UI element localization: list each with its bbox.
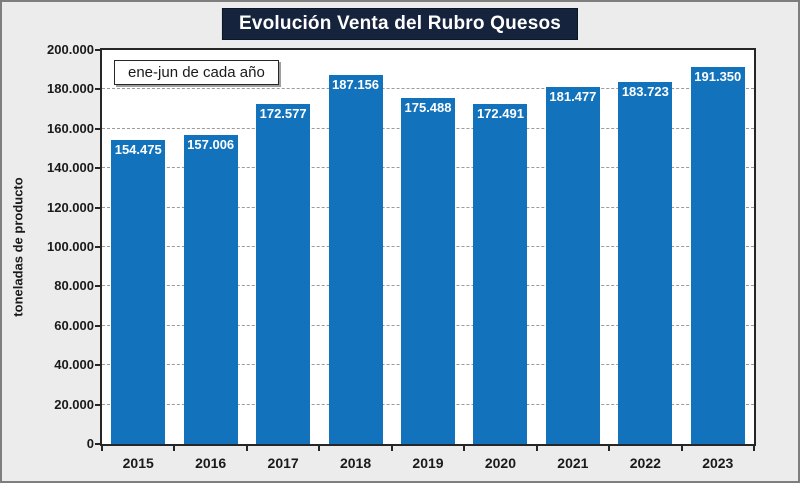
y-tick-mark bbox=[95, 167, 100, 170]
y-tick-mark bbox=[95, 206, 100, 209]
x-tick-label: 2019 bbox=[412, 455, 444, 471]
bar: 157.006 bbox=[183, 134, 238, 444]
y-tick-mark bbox=[95, 88, 100, 91]
x-tick-mark bbox=[535, 446, 538, 451]
x-tick-mark bbox=[173, 446, 176, 451]
x-tick-label: 2016 bbox=[195, 455, 227, 471]
y-tick-label: 0 bbox=[86, 436, 94, 451]
x-tick-label: 2018 bbox=[339, 455, 372, 471]
x-tick-mark bbox=[318, 446, 321, 451]
y-tick-label: 100.000 bbox=[47, 239, 94, 254]
plot-area: 154.475 157.006 172.577 187.156 175.488 172.4… bbox=[100, 48, 756, 446]
x-tick-label: 2023 bbox=[702, 455, 734, 471]
bar-value-label: 191.350 bbox=[694, 69, 742, 85]
y-tick-label: 60.000 bbox=[54, 317, 94, 333]
bar: 172.577 bbox=[256, 104, 311, 444]
y-tick-mark bbox=[95, 127, 100, 130]
x-tick-mark bbox=[101, 446, 103, 451]
x-tick-mark bbox=[390, 446, 393, 451]
x-tick-label: 2021 bbox=[557, 455, 589, 471]
bar-value-label: 154.475 bbox=[114, 141, 162, 157]
y-tick-label: 120.000 bbox=[47, 199, 94, 215]
annotation-box: ene-jun de cada año bbox=[114, 60, 279, 85]
y-tick-mark bbox=[95, 443, 100, 445]
y-gridline bbox=[102, 88, 754, 90]
y-tick-label: 40.000 bbox=[54, 357, 94, 373]
x-tick-label: 2017 bbox=[267, 455, 299, 471]
bar-value-label: 181.477 bbox=[549, 88, 597, 104]
y-tick-label: 180.000 bbox=[47, 81, 94, 97]
y-tick-mark bbox=[95, 246, 100, 248]
y-tick-label: 20.000 bbox=[54, 396, 94, 412]
bar: 172.491 bbox=[473, 104, 528, 444]
bar-value-label: 172.577 bbox=[259, 106, 307, 122]
bar-value-label: 172.491 bbox=[476, 106, 524, 122]
x-tick-label: 2022 bbox=[629, 455, 661, 471]
y-tick-label: 80.000 bbox=[54, 278, 94, 294]
plot-inner: 154.475 157.006 172.577 187.156 175.488 172.4… bbox=[102, 50, 754, 444]
bar: 175.488 bbox=[401, 98, 455, 444]
bar: 191.350 bbox=[690, 67, 745, 444]
bar-value-label: 183.723 bbox=[621, 84, 669, 100]
x-tick-label: 2020 bbox=[484, 455, 517, 471]
bar-value-label: 175.488 bbox=[404, 100, 452, 116]
bar: 181.477 bbox=[545, 86, 600, 444]
x-tick-mark bbox=[463, 446, 466, 451]
bar: 187.156 bbox=[328, 75, 383, 444]
y-tick-mark bbox=[95, 364, 100, 367]
bar: 154.475 bbox=[111, 139, 166, 444]
y-tick-mark bbox=[95, 403, 100, 406]
x-tick-mark bbox=[608, 446, 611, 451]
y-tick-label: 200.000 bbox=[47, 42, 94, 57]
bar-value-label: 187.156 bbox=[332, 77, 380, 93]
y-tick-mark bbox=[95, 285, 100, 288]
y-tick-mark bbox=[95, 324, 100, 327]
y-tick-label: 140.000 bbox=[47, 160, 94, 176]
bar: 183.723 bbox=[618, 82, 673, 444]
y-tick-label: 160.000 bbox=[47, 120, 94, 136]
chart-title: Evolución Venta del Rubro Quesos bbox=[221, 8, 579, 40]
bar-value-label: 157.006 bbox=[187, 136, 235, 152]
x-tick-mark bbox=[680, 446, 683, 451]
x-tick-mark bbox=[753, 446, 755, 451]
y-tick-mark bbox=[95, 49, 100, 51]
x-tick-mark bbox=[245, 446, 248, 451]
x-tick-label: 2015 bbox=[122, 455, 154, 471]
